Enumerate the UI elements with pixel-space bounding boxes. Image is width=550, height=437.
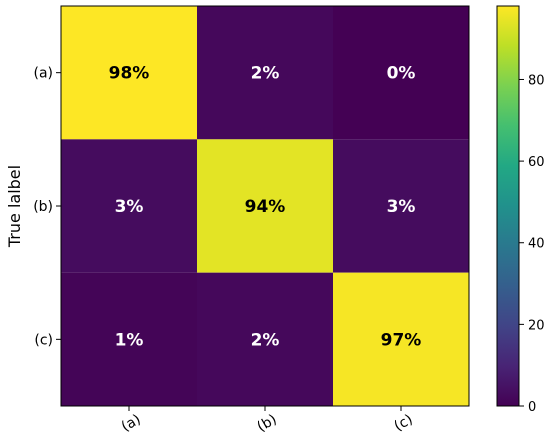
- heatmap-cell-3-2: [197, 272, 333, 406]
- y-tick-label: (b): [33, 199, 53, 215]
- x-tick-label: (b): [255, 412, 280, 436]
- heatmap-cell-2-2: [197, 139, 333, 273]
- cell-value-label: 1%: [115, 330, 144, 350]
- heatmap-cell-2-3: [333, 139, 469, 273]
- heatmap-cell-1-2: [197, 6, 333, 140]
- cell-value-label: 3%: [115, 197, 144, 217]
- heatmap-cell-2-1: [61, 139, 197, 273]
- cell-value-label: 0%: [387, 64, 416, 84]
- cell-value-label: 3%: [387, 197, 416, 217]
- heatmap-cell-labels: 98% 2% 0% 3% 94% 3% 1% 2% 97%: [109, 64, 422, 351]
- heatmap-cell-3-1: [61, 272, 197, 406]
- x-tick-label: (a): [119, 412, 144, 436]
- y-tick-label: (c): [34, 332, 53, 348]
- y-axis-label: True lalbel: [5, 165, 24, 248]
- colorbar-gradient: [496, 5, 520, 407]
- colorbar-tick-label: 20: [528, 318, 545, 333]
- colorbar-ticks: 0 20 40 60 80: [519, 73, 545, 415]
- colorbar-tick-label: 40: [528, 237, 545, 252]
- cell-value-label: 2%: [251, 64, 280, 84]
- colorbar-tick-label: 0: [528, 400, 536, 415]
- heatmap-cell-1-3: [333, 6, 469, 140]
- colorbar-tick-label: 80: [528, 73, 545, 88]
- heatmap-cell-3-3: [333, 272, 469, 406]
- cell-value-label: 97%: [381, 330, 422, 350]
- x-tick-label: (c): [392, 412, 416, 435]
- x-axis-ticks: (a) (b) (c): [119, 406, 416, 435]
- cell-value-label: 98%: [109, 64, 150, 84]
- heatmap-cell-1-1: [61, 6, 197, 140]
- cell-value-label: 94%: [245, 197, 286, 217]
- heatmap-cells: [61, 6, 469, 406]
- colorbar: 0 20 40 60 80: [496, 5, 545, 415]
- cell-value-label: 2%: [251, 330, 280, 350]
- colorbar-tick-label: 60: [528, 155, 545, 170]
- y-axis-ticks: (a) (b) (c): [33, 66, 61, 348]
- y-tick-label: (a): [33, 66, 53, 82]
